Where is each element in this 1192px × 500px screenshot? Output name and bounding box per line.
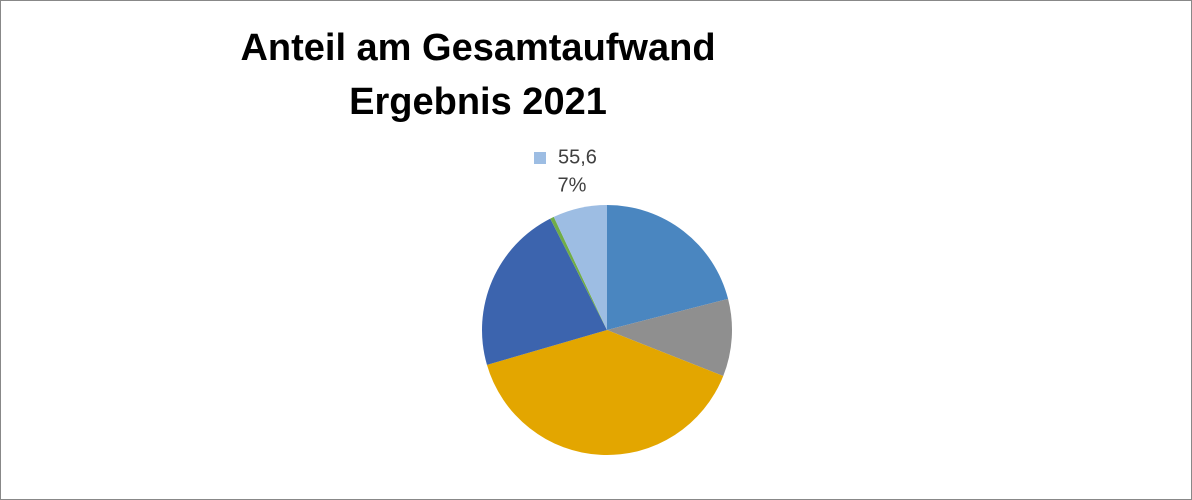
- data-label-value: 7%: [558, 174, 587, 196]
- legend-swatch: [534, 152, 546, 164]
- chart-title: Anteil am Gesamtaufwand: [240, 27, 715, 69]
- pie-slice: [553, 205, 607, 330]
- pie-slice: [607, 205, 729, 330]
- pie-slice: [550, 216, 607, 330]
- data-label-name: 55,6: [558, 146, 597, 168]
- pie-slice: [481, 218, 607, 365]
- pie-slice: [607, 298, 732, 377]
- pie-slice: [486, 330, 724, 456]
- chart-title: Ergebnis 2021: [349, 81, 607, 123]
